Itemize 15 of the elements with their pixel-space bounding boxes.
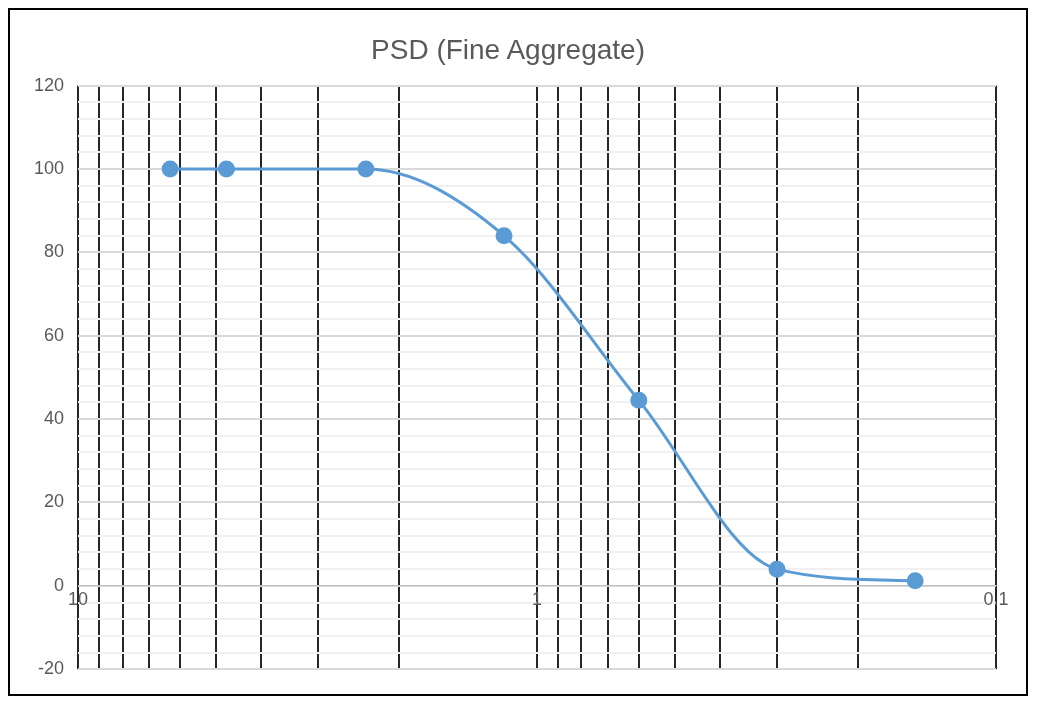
y-tick-label: 0	[54, 574, 65, 595]
y-tick-label: 20	[44, 491, 65, 512]
x-tick-label: 1	[532, 588, 543, 609]
point	[630, 391, 648, 409]
point	[768, 560, 786, 578]
point	[906, 572, 924, 590]
y-tick-label: 120	[33, 74, 65, 95]
y-tick-label: 100	[33, 157, 65, 178]
y-tick-label: 40	[44, 408, 65, 429]
point	[357, 160, 375, 178]
point	[495, 227, 513, 245]
y-tick-label: 60	[44, 324, 65, 345]
y-tick-label: -20	[38, 658, 65, 679]
y-tick-label: 80	[44, 241, 65, 262]
chart-title: PSD (Fine Aggregate)	[371, 33, 645, 65]
